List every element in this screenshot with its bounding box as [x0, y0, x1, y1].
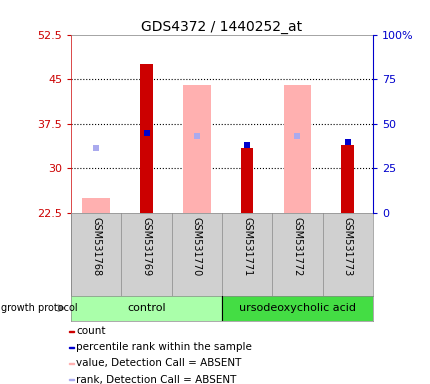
Bar: [183, 85, 210, 213]
Bar: [283, 85, 310, 213]
Title: GDS4372 / 1440252_at: GDS4372 / 1440252_at: [141, 20, 302, 33]
FancyBboxPatch shape: [69, 347, 74, 348]
Text: GSM531771: GSM531771: [242, 217, 252, 276]
Text: GSM531772: GSM531772: [292, 217, 302, 276]
Text: control: control: [127, 303, 166, 313]
Text: GSM531769: GSM531769: [141, 217, 151, 276]
Text: rank, Detection Call = ABSENT: rank, Detection Call = ABSENT: [76, 374, 236, 384]
Bar: [240, 148, 253, 213]
FancyBboxPatch shape: [69, 363, 74, 364]
Bar: [341, 145, 353, 213]
Text: ursodeoxycholic acid: ursodeoxycholic acid: [238, 303, 355, 313]
Bar: [82, 198, 110, 213]
Text: GSM531770: GSM531770: [191, 217, 201, 276]
Text: growth protocol: growth protocol: [1, 303, 78, 313]
FancyBboxPatch shape: [69, 379, 74, 380]
Bar: [140, 65, 153, 213]
Bar: [221, 296, 372, 321]
Text: percentile rank within the sample: percentile rank within the sample: [76, 343, 251, 353]
FancyBboxPatch shape: [69, 331, 74, 332]
Text: value, Detection Call = ABSENT: value, Detection Call = ABSENT: [76, 359, 241, 369]
Text: GSM531768: GSM531768: [91, 217, 101, 276]
Text: GSM531773: GSM531773: [342, 217, 352, 276]
Text: count: count: [76, 326, 105, 336]
Bar: [71, 296, 221, 321]
